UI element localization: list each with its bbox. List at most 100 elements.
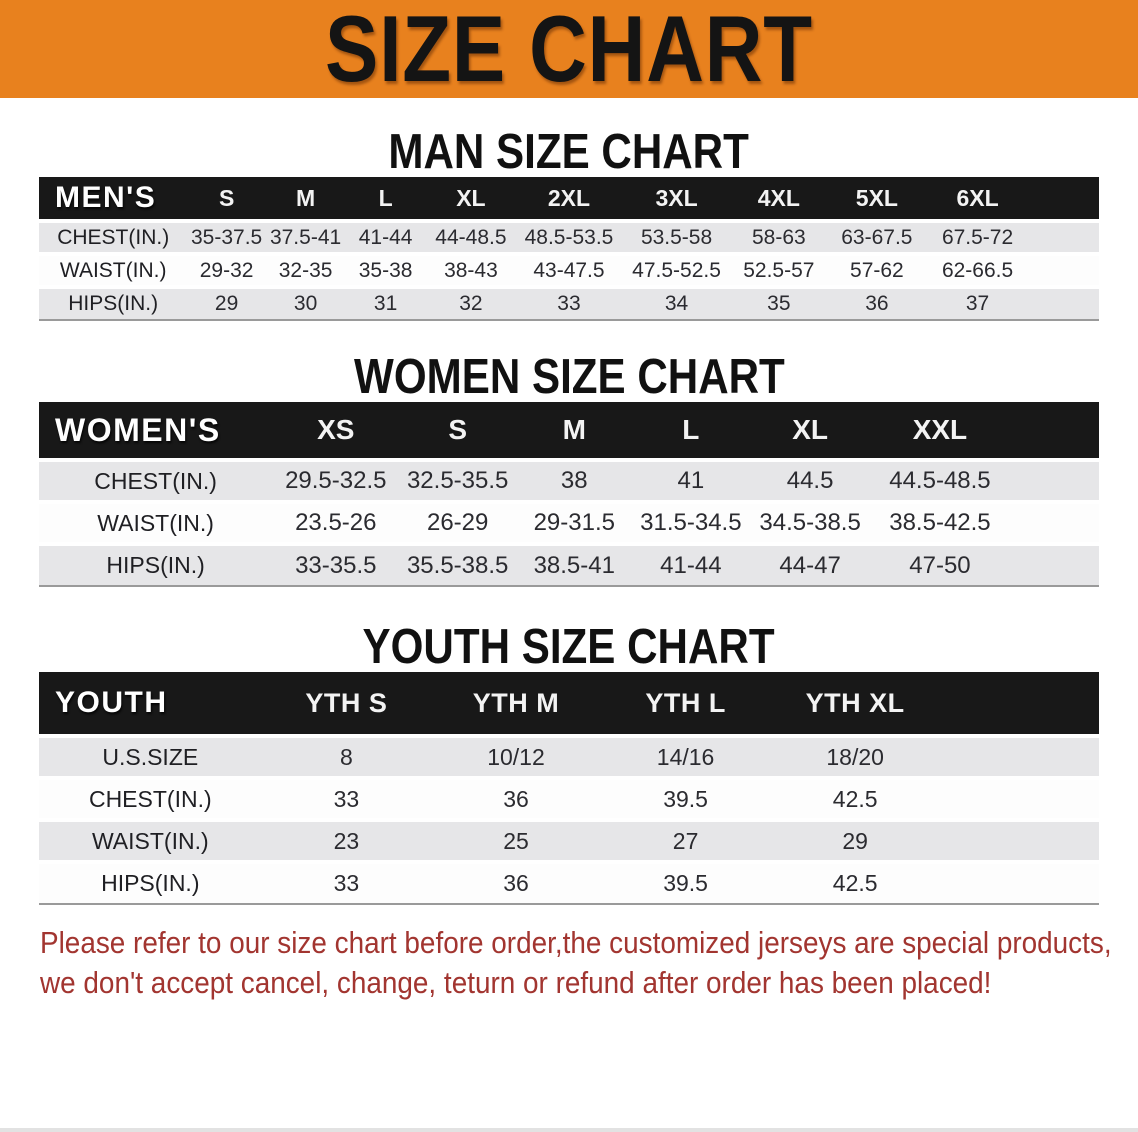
- women-size-section: WOMEN SIZE CHART WOMEN'S XS S M L XL XXL CHEST(…: [0, 353, 1138, 587]
- size-cell: 53.5-58: [621, 221, 732, 254]
- women-size-table: WOMEN'S XS S M L XL XXL CHEST(IN.) 29.5-32.5 32.5…: [39, 402, 1099, 587]
- size-cell: 33: [261, 862, 432, 904]
- size-cell: 29-31.5: [515, 502, 633, 544]
- size-cell: 34: [621, 287, 732, 320]
- table-row: WAIST(IN.) 23 25 27 29: [39, 820, 1099, 862]
- table-row: U.S.SIZE 8 10/12 14/16 18/20: [39, 736, 1099, 778]
- size-cell: 29-32: [187, 254, 266, 287]
- size-cell: 33: [261, 778, 432, 820]
- disclaimer-line-1: Please refer to our size chart before or…: [40, 925, 1112, 960]
- size-cell: 37: [927, 287, 1028, 320]
- filler-cell: [1027, 254, 1099, 287]
- disclaimer: Please refer to our size chart before or…: [40, 923, 1138, 1003]
- size-column-header: YTH M: [431, 672, 601, 736]
- size-cell: 41: [632, 460, 750, 502]
- size-cell: 62-66.5: [927, 254, 1028, 287]
- size-cell: 35-38: [345, 254, 426, 287]
- size-cell: 48.5-53.5: [515, 221, 622, 254]
- size-cell: 10/12: [431, 736, 601, 778]
- filler-cell: [1008, 502, 1099, 544]
- row-label: CHEST(IN.): [39, 778, 262, 820]
- youth-size-section: YOUTH SIZE CHART YOUTH YTH S YTH M YTH L YTH…: [0, 623, 1138, 905]
- table-row: HIPS(IN.) 29 30 31 32 33 34 35 36 37: [39, 287, 1099, 320]
- size-cell: 30: [265, 287, 346, 320]
- size-cell: 37.5-41: [265, 221, 346, 254]
- size-column-header: M: [265, 177, 346, 221]
- size-cell: 29: [187, 287, 266, 320]
- size-column-header: XS: [272, 402, 400, 460]
- table-row: WAIST(IN.) 29-32 32-35 35-38 38-43 43-47.5 47.…: [39, 254, 1099, 287]
- size-cell: 32-35: [265, 254, 346, 287]
- size-cell: 39.5: [600, 778, 771, 820]
- size-cell: 36: [431, 862, 601, 904]
- filler-cell: [1008, 402, 1099, 460]
- size-cell: 25: [431, 820, 601, 862]
- table-row: CHEST(IN.) 29.5-32.5 32.5-35.5 38 41 44.5 44.5…: [39, 460, 1099, 502]
- size-cell: 38: [515, 460, 633, 502]
- size-column-header: YTH S: [261, 672, 432, 736]
- size-cell: 63-67.5: [826, 221, 928, 254]
- size-cell: 31: [345, 287, 426, 320]
- size-column-header: L: [632, 402, 750, 460]
- size-column-header: S: [187, 177, 266, 221]
- size-cell: 26-29: [399, 502, 516, 544]
- size-cell: 32: [425, 287, 516, 320]
- size-cell: 41-44: [632, 544, 750, 586]
- size-column-header: M: [515, 402, 633, 460]
- size-cell: 47-50: [871, 544, 1009, 586]
- size-column-header: XL: [425, 177, 516, 221]
- size-cell: 44.5-48.5: [871, 460, 1009, 502]
- row-label: WAIST(IN.): [39, 254, 188, 287]
- banner: SIZE CHART: [0, 0, 1138, 98]
- size-column-header: S: [399, 402, 516, 460]
- size-cell: 41-44: [345, 221, 426, 254]
- size-cell: 44.5: [749, 460, 872, 502]
- filler-cell: [939, 778, 1099, 820]
- row-label: CHEST(IN.): [39, 221, 188, 254]
- size-cell: 33: [515, 287, 622, 320]
- disclaimer-line-2: we don't accept cancel, change, teturn o…: [40, 965, 992, 1000]
- banner-title: SIZE CHART: [325, 0, 813, 98]
- size-cell: 18/20: [770, 736, 940, 778]
- men-size-section: MAN SIZE CHART MEN'S S M L XL 2XL 3XL 4XL 5XL 6XL…: [0, 128, 1138, 321]
- size-cell: 31.5-34.5: [632, 502, 750, 544]
- size-cell: 42.5: [770, 778, 940, 820]
- table-header-row: YOUTH YTH S YTH M YTH L YTH XL: [39, 672, 1099, 736]
- size-cell: 33-35.5: [272, 544, 400, 586]
- table-header-row: MEN'S S M L XL 2XL 3XL 4XL 5XL 6XL: [39, 177, 1099, 221]
- size-cell: 29: [770, 820, 940, 862]
- size-cell: 14/16: [600, 736, 771, 778]
- row-label: HIPS(IN.): [39, 544, 273, 586]
- size-column-header: YTH XL: [770, 672, 940, 736]
- row-label: U.S.SIZE: [39, 736, 262, 778]
- table-row: WAIST(IN.) 23.5-26 26-29 29-31.5 31.5-34.5 34…: [39, 502, 1099, 544]
- size-cell: 34.5-38.5: [749, 502, 872, 544]
- size-column-header: 5XL: [826, 177, 928, 221]
- size-cell: 27: [600, 820, 771, 862]
- size-column-header: 6XL: [927, 177, 1028, 221]
- table-title: WOMEN'S: [39, 402, 273, 460]
- youth-section-heading: YOUTH SIZE CHART: [362, 620, 776, 674]
- size-cell: 36: [431, 778, 601, 820]
- size-cell: 44-47: [749, 544, 872, 586]
- filler-cell: [1008, 544, 1099, 586]
- row-label: WAIST(IN.): [39, 502, 273, 544]
- size-cell: 47.5-52.5: [621, 254, 732, 287]
- filler-cell: [939, 736, 1099, 778]
- size-cell: 35: [731, 287, 827, 320]
- table-row: CHEST(IN.) 33 36 39.5 42.5: [39, 778, 1099, 820]
- size-column-header: 3XL: [621, 177, 732, 221]
- filler-cell: [939, 672, 1099, 736]
- youth-size-table: YOUTH YTH S YTH M YTH L YTH XL U.S.SIZE 8 10/12…: [39, 672, 1099, 905]
- size-cell: 36: [826, 287, 928, 320]
- size-cell: 8: [261, 736, 432, 778]
- size-column-header: 4XL: [731, 177, 827, 221]
- size-cell: 23: [261, 820, 432, 862]
- size-charts-main: MAN SIZE CHART MEN'S S M L XL 2XL 3XL 4XL 5XL 6XL…: [0, 128, 1138, 905]
- size-cell: 39.5: [600, 862, 771, 904]
- women-section-heading: WOMEN SIZE CHART: [353, 350, 785, 404]
- row-label: HIPS(IN.): [39, 862, 262, 904]
- filler-cell: [1008, 460, 1099, 502]
- filler-cell: [1027, 221, 1099, 254]
